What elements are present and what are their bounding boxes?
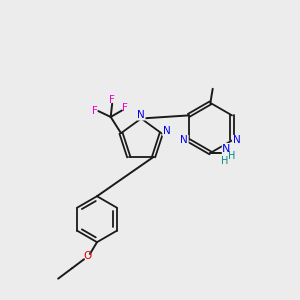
Text: O: O <box>83 251 92 261</box>
Text: N: N <box>180 135 188 146</box>
Text: N: N <box>232 135 240 146</box>
Text: F: F <box>92 106 98 116</box>
Text: N: N <box>163 126 170 136</box>
Text: F: F <box>109 95 115 105</box>
Text: H: H <box>220 156 228 166</box>
Text: N: N <box>222 143 231 154</box>
Text: N: N <box>137 110 145 120</box>
Text: H: H <box>228 152 236 161</box>
Text: F: F <box>122 103 128 112</box>
